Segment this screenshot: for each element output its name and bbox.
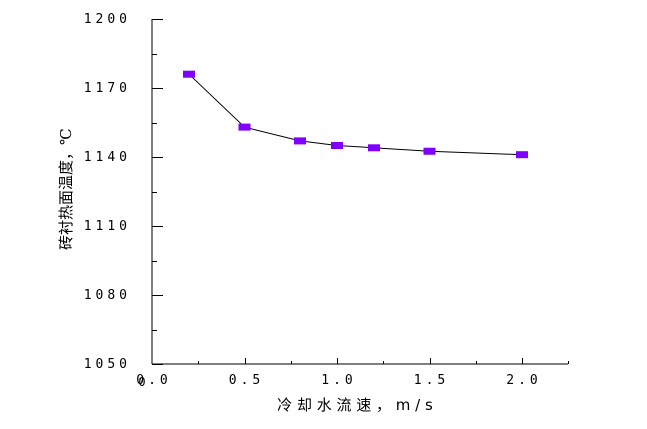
data-point-marker <box>516 151 528 159</box>
ticks <box>152 19 569 365</box>
x-tick-label: 0.5 <box>229 373 264 388</box>
y-tick-label: 1110 <box>84 219 131 234</box>
series-line <box>188 73 523 156</box>
y-tick-label: 1200 <box>84 12 131 27</box>
y-tick-label: 1170 <box>84 81 131 96</box>
tick-labels: 1050 1080 1110 1140 1170 1200 0.0 0.5 1.0 1.5 2.0 <box>84 12 541 388</box>
y-tick-label: 1050 <box>84 357 131 372</box>
data-point-marker <box>423 147 436 155</box>
y-tick-label: 1140 <box>84 150 131 165</box>
x-tick-label: 1.0 <box>321 373 356 388</box>
data-point-marker <box>183 70 195 78</box>
data-point-marker <box>294 137 306 145</box>
data-series <box>183 70 528 159</box>
data-point-marker <box>368 144 380 152</box>
data-point-marker <box>238 123 251 131</box>
x-tick-label: 1.5 <box>414 373 449 388</box>
x-tick-label: 0.0 <box>136 373 171 388</box>
stray-zero-label: 0 <box>138 375 145 389</box>
y-axis-title: 砖衬热面温度，℃ <box>57 128 75 250</box>
x-tick-label: 2.0 <box>506 373 541 388</box>
y-tick-label: 1080 <box>84 288 131 303</box>
axes <box>151 19 568 365</box>
data-point-marker <box>331 142 343 149</box>
x-axis-title: 冷 却 水 流 速 ， m / s <box>277 396 433 414</box>
